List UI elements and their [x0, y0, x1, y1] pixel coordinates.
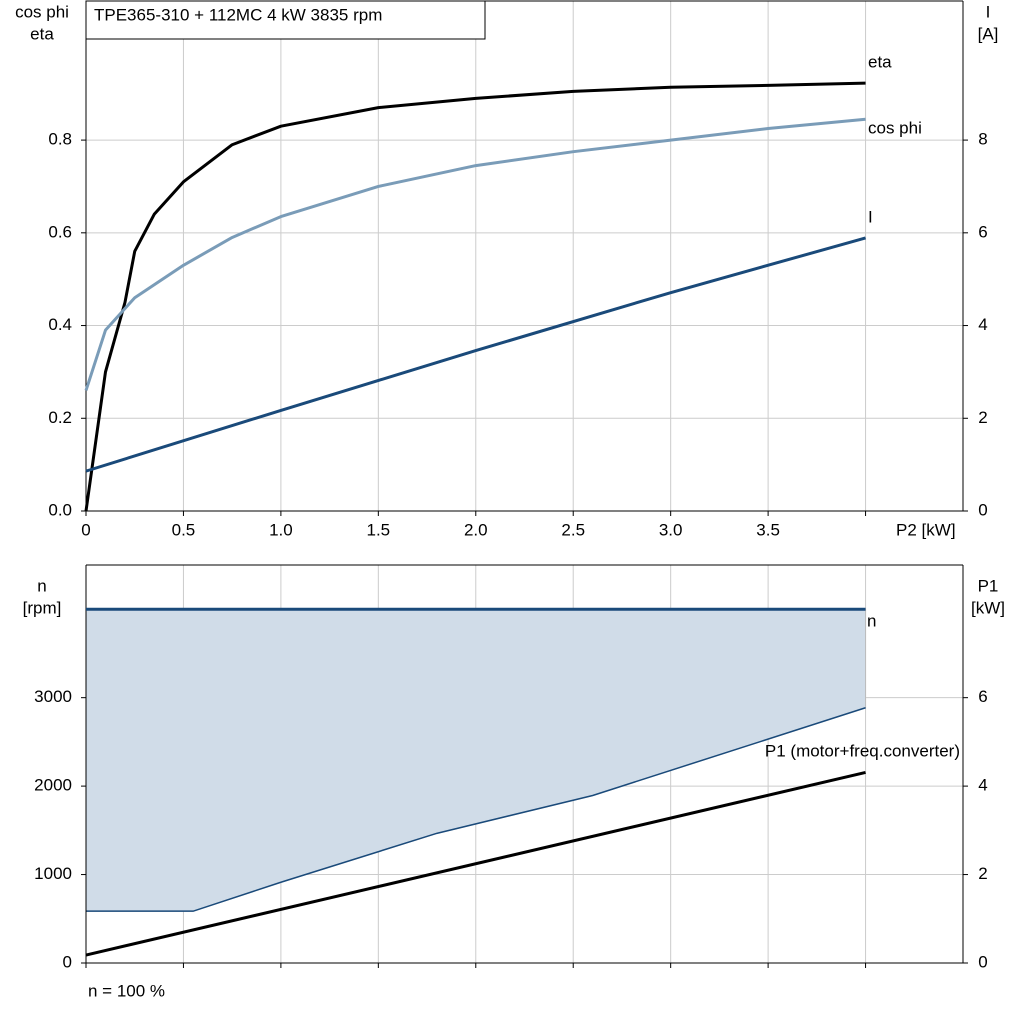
y2-tick-label: 6: [978, 687, 987, 706]
y-tick-label: 2000: [34, 776, 72, 795]
series-line: [85, 770, 866, 957]
y2-tick-label: 8: [978, 130, 987, 149]
y2-axis-title: P1: [978, 576, 999, 595]
y-tick-label: 0.8: [48, 130, 72, 149]
x-tick-label: 1.5: [367, 520, 391, 539]
y-axis-title: [rpm]: [23, 598, 62, 617]
y2-axis-title: [A]: [978, 24, 999, 43]
y2-tick-label: 6: [978, 222, 987, 241]
series-label: eta: [868, 52, 892, 71]
y2-tick-label: 4: [978, 315, 987, 334]
y2-tick-label: 0: [978, 952, 987, 971]
y-tick-label: 3000: [34, 687, 72, 706]
y-tick-label: 0: [63, 952, 72, 971]
y-axis-title: eta: [30, 24, 54, 43]
footnote: n = 100 %: [88, 981, 165, 1000]
speed-range-line: [86, 707, 866, 912]
x-tick-label: 0: [81, 520, 90, 539]
series-line: [84, 117, 866, 391]
y-tick-label: 0.0: [48, 500, 72, 519]
x-tick-label: 0.5: [172, 520, 196, 539]
series-label: I: [868, 207, 873, 226]
header: TPE365-310 + 112MC 4 kW 3835 rpm: [94, 5, 382, 24]
y-axis-title: n: [37, 576, 46, 595]
y-axis-title: cos phi: [15, 2, 69, 21]
y2-tick-label: 4: [978, 776, 987, 795]
x-tick-label: 3.5: [756, 520, 780, 539]
series-line: [85, 236, 866, 473]
y2-tick-label: 0: [978, 500, 987, 519]
y2-axis-title: I: [986, 2, 991, 21]
series-label: cos phi: [868, 118, 922, 137]
series-label: n: [867, 611, 876, 630]
y2-tick-label: 2: [978, 864, 987, 883]
y-tick-label: 0.2: [48, 408, 72, 427]
series-label: P1 (motor+freq.converter): [765, 741, 960, 760]
x-tick-label: 1.0: [269, 520, 293, 539]
y-tick-label: 0.4: [48, 315, 72, 334]
series-line: [84, 81, 866, 512]
header-box: [85, 0, 486, 40]
x-tick-label: P2 [kW]: [896, 520, 956, 539]
y-tick-label: 1000: [34, 864, 72, 883]
y-tick-label: 0.6: [48, 222, 72, 241]
x-tick-label: 2.5: [561, 520, 585, 539]
x-tick-label: 3.0: [659, 520, 683, 539]
x-tick-label: 2.0: [464, 520, 488, 539]
y2-axis-title: [kW]: [971, 598, 1005, 617]
y2-tick-label: 2: [978, 408, 987, 427]
